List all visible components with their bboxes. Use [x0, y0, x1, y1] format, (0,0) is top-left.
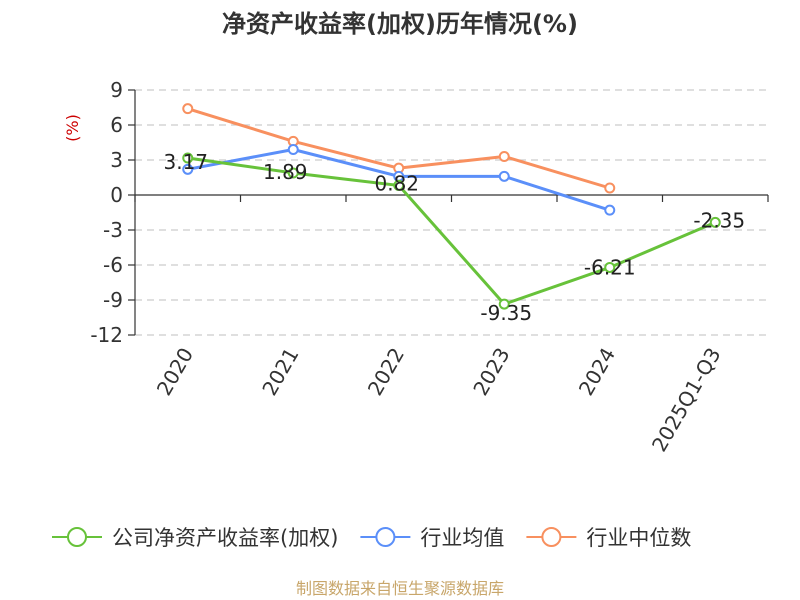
- data-point: [182, 152, 194, 164]
- x-tick-label: 2023: [468, 344, 514, 400]
- y-tick-label: -6: [103, 253, 123, 277]
- data-point: [604, 182, 616, 194]
- x-tick-label: 2021: [257, 344, 303, 400]
- data-point: [709, 216, 721, 228]
- data-label: -2.35: [693, 208, 745, 232]
- legend-label: 公司净资产收益率(加权): [112, 526, 338, 550]
- x-axis-ticks: 2020 2021 2022 2023 2024 2025Q1-Q3: [152, 344, 726, 456]
- axes: [128, 89, 769, 336]
- data-point: [604, 261, 616, 273]
- series-line: [187, 156, 716, 306]
- y-tick-label: 0: [110, 183, 123, 207]
- legend[interactable]: 公司净资产收益率(加权) 行业均值 行业中位数: [52, 526, 691, 550]
- data-point: [604, 204, 616, 216]
- chart-title: 净资产收益率(加权)历年情况(%): [222, 10, 578, 38]
- data-point: [498, 170, 510, 182]
- y-tick-label: -9: [103, 288, 123, 312]
- x-tick-label: 2022: [363, 344, 409, 400]
- y-tick-label: 6: [110, 113, 123, 137]
- legend-marker: [541, 527, 562, 547]
- y-axis-unit-label: (%): [63, 114, 82, 142]
- data-label: -9.35: [480, 301, 532, 325]
- data-point: [393, 179, 405, 191]
- data-label: 1.89: [263, 160, 308, 184]
- y-tick-label: -12: [90, 323, 123, 347]
- data-point: [498, 151, 510, 162]
- data-label: 3.17: [163, 150, 208, 174]
- source-note: 制图数据来自恒生聚源数据库: [296, 579, 504, 598]
- x-tick-label: 2025Q1-Q3: [647, 344, 726, 456]
- data-label: 0.82: [374, 171, 419, 195]
- legend-item[interactable]: 公司净资产收益率(加权): [52, 526, 338, 550]
- legend-marker: [67, 527, 87, 547]
- x-tick-label: 2024: [574, 344, 620, 400]
- x-tick-label: 2020: [152, 344, 198, 400]
- y-tick-label: 9: [110, 78, 123, 102]
- grid-lines: [135, 89, 768, 336]
- data-point: [287, 144, 299, 155]
- legend-label: 行业中位数: [586, 526, 691, 550]
- data-point: [182, 103, 194, 115]
- legend-marker: [375, 527, 396, 547]
- y-tick-label: -3: [103, 218, 123, 242]
- data-label: -6.21: [584, 255, 636, 279]
- data-point: [182, 163, 194, 175]
- legend-item[interactable]: 行业中位数: [526, 526, 691, 550]
- data-point: [287, 167, 299, 179]
- data-point: [498, 298, 510, 310]
- legend-item[interactable]: 行业均值: [360, 526, 504, 550]
- data-labels: 3.17 1.89 0.82 -9.35 -6.21 -2.35: [163, 150, 745, 325]
- series-layer: [182, 103, 721, 310]
- y-tick-label: 3: [110, 148, 123, 172]
- legend-label: 行业均值: [420, 526, 504, 550]
- y-axis-ticks: 9 6 3 0 -3 -6 -9 -12: [90, 78, 123, 347]
